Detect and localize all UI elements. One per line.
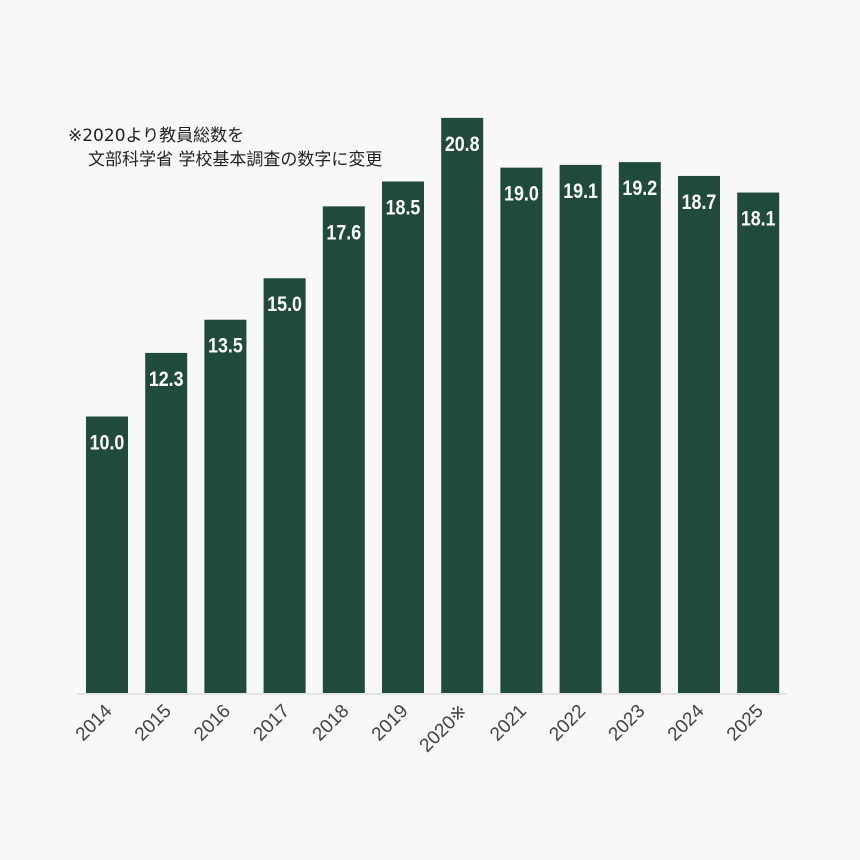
data-label: 20.8 [445,133,480,157]
data-label: 12.3 [149,368,184,392]
x-tick-label: 2023 [605,701,650,746]
x-tick-label: 2025 [723,701,768,746]
x-tick-label: 2014 [72,700,117,745]
data-label: 18.5 [386,196,421,220]
data-label: 13.5 [208,334,243,358]
data-label: 18.1 [741,207,776,231]
x-tick-label: 2015 [131,701,176,746]
x-tick-labels: 2014 2015 2016 2017 2018 2019 2020※ 2021 2022 202… [72,700,768,756]
bar-2023 [618,162,661,693]
x-tick-label: 2022 [545,701,590,746]
x-tick-label: 2024 [664,700,709,745]
x-tick-label: 2020※ [416,701,472,757]
x-tick-label: 2018 [309,701,354,746]
bar-2024 [678,175,720,693]
data-label: 19.0 [504,182,539,206]
bar-2021 [500,167,543,693]
data-label: 15.0 [267,293,302,317]
bar-2019 [382,181,424,693]
bar-2017 [263,278,306,693]
data-label: 18.7 [682,191,717,215]
chart-annotation: ※2020より教員総数を 文部科学省 学校基本調査の数字に変更 [68,124,382,172]
annotation-line-2: 文部科学省 学校基本調査の数字に変更 [88,150,383,170]
data-label: 10.0 [90,431,125,455]
bar-2018 [322,206,365,694]
annotation-line-1: ※2020より教員総数を [68,126,245,146]
data-label: 19.1 [563,180,598,204]
bar-2016 [204,319,247,693]
data-label: 19.2 [622,177,657,201]
data-label: 17.6 [326,221,361,245]
x-tick-label: 2021 [486,701,531,746]
bars-group: 10.0 12.3 13.5 15.0 17.6 18.5 20.8 19.0 19.1 19.2… [86,117,780,694]
x-tick-label: 2016 [190,701,235,746]
bar-2015 [145,352,188,693]
bar-2020※ [441,117,484,693]
bar-2025 [737,192,780,693]
bar-2022 [559,164,602,693]
x-tick-label: 2019 [368,701,413,746]
x-tick-label: 2017 [249,701,294,746]
bar-2014 [86,416,128,693]
